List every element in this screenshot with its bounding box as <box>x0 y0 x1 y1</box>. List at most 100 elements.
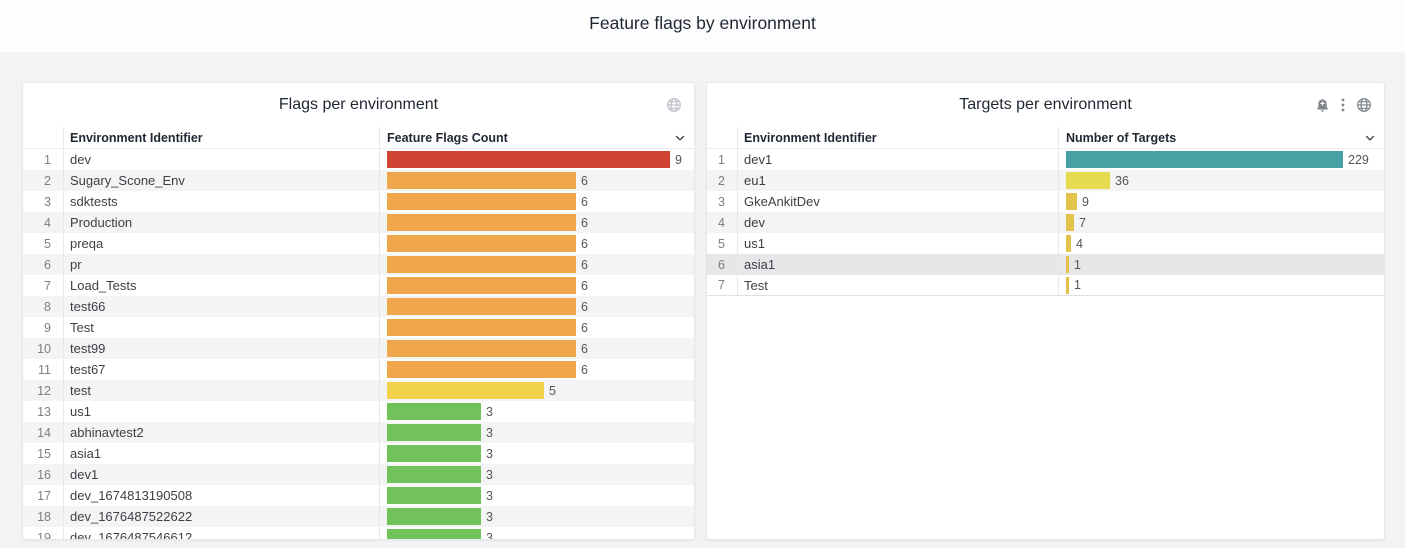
bar-value: 36 <box>1115 173 1129 188</box>
environment-identifier-cell: preqa <box>63 233 379 254</box>
bar-value: 6 <box>581 236 588 251</box>
bar-gauge-cell: 6 <box>379 191 694 212</box>
row-index: 2 <box>44 173 51 188</box>
table-body: 1 dev 9 2 Sugary_Scone_Env 6 3 sdktests 6 4 Produc… <box>23 149 694 540</box>
bar-value: 5 <box>549 383 556 398</box>
environment-identifier-cell: pr <box>63 254 379 275</box>
bar-value: 6 <box>581 320 588 335</box>
table-body: 1 dev1 229 2 eu1 36 3 GkeAnkitDev 9 4 dev 7 5 us1 4 6 as… <box>707 149 1384 296</box>
table-row: 11 test67 6 <box>23 359 694 380</box>
row-index: 16 <box>37 467 51 482</box>
bar-gauge-cell: 3 <box>379 527 694 540</box>
table-row: 2 eu1 36 <box>707 170 1384 191</box>
bar-value: 3 <box>486 467 493 482</box>
environment-identifier-cell: dev1 <box>737 149 1058 170</box>
row-index-column-header <box>707 127 737 148</box>
kebab-menu-icon[interactable] <box>1341 98 1345 112</box>
bar-value: 6 <box>581 362 588 377</box>
table-row: 9 Test 6 <box>23 317 694 338</box>
bar-gauge-cell: 3 <box>379 401 694 422</box>
table-header: Environment Identifier Feature Flags Cou… <box>23 127 694 149</box>
bar-gauge-cell: 3 <box>379 422 694 443</box>
bar-gauge <box>387 361 576 378</box>
panel-title: Targets per environment <box>959 96 1132 113</box>
bar-gauge <box>387 487 481 504</box>
bar-gauge <box>387 319 576 336</box>
row-index: 10 <box>37 341 51 356</box>
bar-gauge <box>387 172 576 189</box>
column-header-environment-identifier[interactable]: Environment Identifier <box>737 127 1058 148</box>
table-row: 1 dev1 229 <box>707 149 1384 170</box>
environment-identifier-cell: test99 <box>63 338 379 359</box>
column-header-number-of-targets[interactable]: Number of Targets <box>1058 127 1384 148</box>
bar-gauge <box>1066 235 1071 252</box>
chevron-down-icon[interactable] <box>674 132 686 144</box>
bar-value: 6 <box>581 257 588 272</box>
globe-icon[interactable] <box>666 97 682 113</box>
row-index: 4 <box>718 215 725 230</box>
bar-gauge <box>387 403 481 420</box>
bar-value: 3 <box>486 488 493 503</box>
environment-identifier-cell: dev <box>737 212 1058 233</box>
bar-gauge-cell: 5 <box>379 380 694 401</box>
bar-gauge-cell: 7 <box>1058 212 1384 233</box>
column-header-feature-flags-count[interactable]: Feature Flags Count <box>379 127 694 148</box>
panel-targets-header[interactable]: Targets per environment <box>707 83 1384 127</box>
environment-identifier-cell: test67 <box>63 359 379 380</box>
row-index: 1 <box>44 152 51 167</box>
environment-identifier-cell: dev <box>63 149 379 170</box>
row-index: 3 <box>44 194 51 209</box>
bar-gauge-cell: 6 <box>379 170 694 191</box>
bar-value: 3 <box>486 509 493 524</box>
bar-value: 6 <box>581 299 588 314</box>
table-row: 14 abhinavtest2 3 <box>23 422 694 443</box>
table-row: 4 dev 7 <box>707 212 1384 233</box>
row-index: 2 <box>718 173 725 188</box>
row-index: 19 <box>37 530 51 540</box>
panel-flags-header[interactable]: Flags per environment <box>23 83 694 127</box>
bar-gauge-cell: 6 <box>379 338 694 359</box>
panel-icons <box>1315 83 1372 127</box>
column-header-label: Feature Flags Count <box>387 130 508 145</box>
environment-identifier-cell: test <box>63 380 379 401</box>
bar-gauge <box>387 277 576 294</box>
table-row: 2 Sugary_Scone_Env 6 <box>23 170 694 191</box>
table-row: 5 preqa 6 <box>23 233 694 254</box>
column-header-environment-identifier[interactable]: Environment Identifier <box>63 127 379 148</box>
table-row: 5 us1 4 <box>707 233 1384 254</box>
environment-identifier-cell: abhinavtest2 <box>63 422 379 443</box>
row-index: 8 <box>44 299 51 314</box>
panel-title: Flags per environment <box>278 96 439 113</box>
bar-gauge <box>1066 214 1074 231</box>
bar-gauge <box>387 382 544 399</box>
bar-value: 3 <box>486 530 493 540</box>
environment-identifier-cell: dev1 <box>63 464 379 485</box>
environment-identifier-cell: Production <box>63 212 379 233</box>
globe-icon[interactable] <box>1356 97 1372 113</box>
environment-identifier-cell: Test <box>737 275 1058 295</box>
table-row: 15 asia1 3 <box>23 443 694 464</box>
bar-value: 1 <box>1074 278 1081 292</box>
bar-gauge <box>1066 172 1110 189</box>
bar-gauge-cell: 6 <box>379 212 694 233</box>
row-index: 6 <box>44 257 51 272</box>
environment-identifier-cell: asia1 <box>737 254 1058 275</box>
panel-targets-per-environment: Targets per environment <box>706 82 1385 540</box>
environment-identifier-cell: us1 <box>63 401 379 422</box>
bar-gauge-cell: 36 <box>1058 170 1384 191</box>
row-index: 6 <box>718 257 725 272</box>
bar-gauge <box>387 445 481 462</box>
bar-gauge-cell: 3 <box>379 464 694 485</box>
row-index: 18 <box>37 509 51 524</box>
bar-gauge <box>1066 276 1069 294</box>
bar-gauge <box>387 235 576 252</box>
environment-identifier-cell: us1 <box>737 233 1058 254</box>
alert-bell-icon[interactable] <box>1315 98 1330 113</box>
bar-gauge <box>1066 193 1077 210</box>
bar-value: 7 <box>1079 215 1086 230</box>
chevron-down-icon[interactable] <box>1364 132 1376 144</box>
row-index: 9 <box>44 320 51 335</box>
bar-gauge-cell: 9 <box>379 149 694 170</box>
bar-value: 4 <box>1076 236 1083 251</box>
row-index: 17 <box>37 488 51 503</box>
